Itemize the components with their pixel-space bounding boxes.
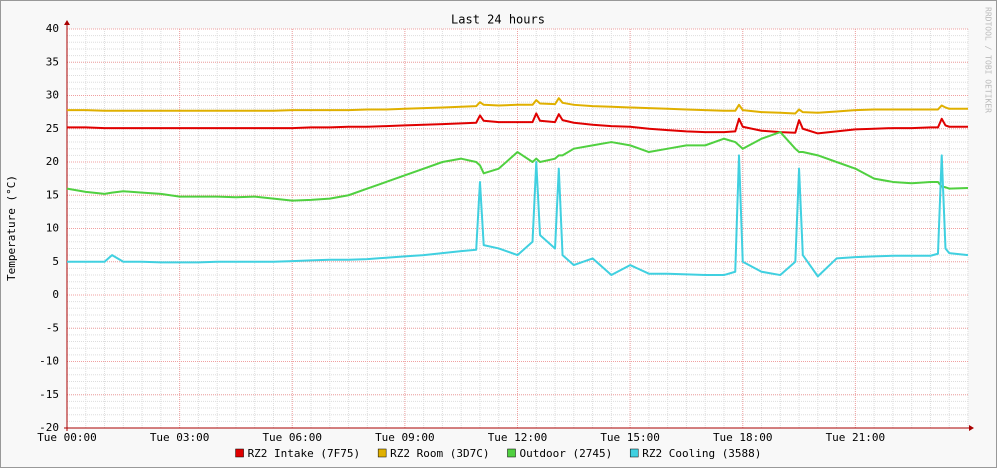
x-tick-label: Tue 06:00 [262,431,322,444]
x-tick-label: Tue 03:00 [150,431,210,444]
y-tick-label: -5 [46,321,59,334]
legend-label: RZ2 Cooling (3588) [642,447,761,460]
y-tick-label: -10 [39,355,59,368]
x-tick-label: Tue 18:00 [713,431,773,444]
series-line [67,112,968,135]
legend-label: Outdoor (2745) [520,447,613,460]
x-tick-label: Tue 00:00 [37,431,97,444]
y-tick-label: 10 [46,222,59,235]
x-tick-label: Tue 21:00 [826,431,886,444]
axis-arrow [64,20,70,25]
series-line [67,154,969,278]
legend-label: RZ2 Room (3D7C) [390,447,489,460]
legend-swatch [377,448,387,458]
legend-label: RZ2 Intake (7F75) [248,447,361,460]
y-tick-label: 0 [52,288,59,301]
x-tick-label: Tue 12:00 [488,431,548,444]
legend-swatch [629,448,639,458]
y-tick-label: -20 [39,421,59,434]
chart-title: Last 24 hours [451,13,545,27]
legend-swatch [507,448,516,458]
series-line [67,97,968,115]
x-tick-label: Tue 15:00 [600,431,660,444]
y-tick-label: -15 [39,388,59,401]
x-tick-label: Tue 09:00 [375,431,435,444]
y-tick-label: 20 [46,155,59,168]
y-tick-label: 25 [46,122,59,135]
series-line [66,131,969,202]
watermark: RRDTOOL / TOBI OETIKER [984,7,993,113]
y-tick-label: 40 [46,22,59,35]
y-axis-label: Temperature (°C) [5,175,18,281]
y-tick-label: 15 [46,188,59,201]
axis-arrow [969,425,974,431]
y-tick-label: 30 [46,89,59,102]
y-tick-label: 5 [52,255,59,268]
y-tick-label: 35 [46,55,59,68]
legend-swatch [235,448,244,458]
